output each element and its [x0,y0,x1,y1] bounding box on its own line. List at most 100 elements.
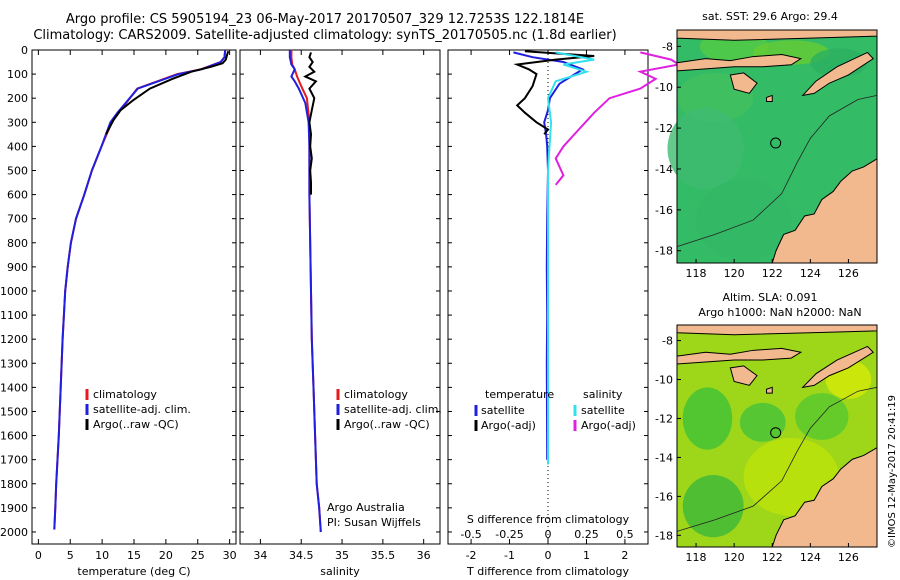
x-axis-label: salinity [320,565,360,578]
legend-header-t: temperature [485,388,554,401]
map-x-tick-label: 124 [800,267,821,280]
map-y-tick-label: -12 [655,412,673,425]
x-tick-label: -2 [466,549,477,562]
land-island [766,94,773,103]
map-y-tick-label: -10 [655,81,673,94]
panel-frame-temperature [31,49,237,545]
s-tick-label: 0.25 [574,528,599,541]
series-line-satellite [288,50,322,533]
map-sst_map [667,29,878,264]
y-tick-label: 1200 [0,333,28,346]
header-line-1: Argo profile: CS 5905194_23 06-May-2017 … [65,12,585,27]
x-tick-label: 15 [127,549,141,562]
y-tick-label: 400 [7,140,28,153]
x-tick-label: 34.5 [289,549,314,562]
field-patch [795,393,849,440]
x-tick-label: -1 [504,549,515,562]
x-tick-label: 2 [621,549,628,562]
x-tick-label: 0 [545,549,552,562]
y-tick-label: 700 [7,213,28,226]
field-patch [682,474,744,538]
map-y-tick-label: -10 [655,374,673,387]
map-y-tick-label: -16 [655,204,673,217]
legend-label: climatology [93,388,157,401]
x-tick-label: 30 [223,549,237,562]
map-x-tick-label: 120 [724,551,745,564]
legend-label: Argo(..raw -QC) [93,418,179,431]
x-tick-label: 5 [67,549,74,562]
y-tick-label: 1400 [0,381,28,394]
field-patch [667,107,744,190]
land-island [801,345,874,389]
map-frame [676,324,878,548]
x-tick-label: 34 [253,549,267,562]
annotation-text: Argo Australia [327,501,405,514]
legend-label: satellite-adj. clim. [93,403,191,416]
land-island [766,386,773,394]
land-australia [771,446,878,548]
map-x-tick-label: 122 [762,551,783,564]
land-island [801,51,874,97]
x-tick-label: 25 [191,549,205,562]
y-tick-label: 1000 [0,285,28,298]
y-tick-label: 600 [7,189,28,202]
map-frame [676,29,878,264]
argo-position-marker [770,427,782,439]
y-tick-label: 1900 [0,502,28,515]
x-tick-label: 35.5 [371,549,396,562]
map-x-tick-label: 126 [838,551,859,564]
land-island [729,72,758,94]
map-sla_map [676,324,878,548]
land-island [676,54,803,72]
bathymetry-contour [676,95,878,248]
y-tick-label: 0 [21,44,28,57]
land-island [676,347,803,365]
legend-label-t: Argo(-adj) [481,419,536,432]
map-x-tick-label: 118 [686,267,707,280]
map-subtitle: Argo h1000: NaN h2000: NaN [698,306,861,319]
s-tick-label: -0.25 [495,528,523,541]
map-y-tick-label: -12 [655,122,673,135]
map-y-tick-label: -16 [655,490,673,503]
bathymetry-contour [676,386,878,532]
x-tick-label: 0 [35,549,42,562]
s-tick-label: -0.5 [460,528,481,541]
y-tick-label: 1500 [0,405,28,418]
map-y-tick-label: -8 [662,335,673,348]
field-patch [696,179,792,261]
map-title: Altim. SLA: 0.091 [722,291,817,304]
panel-frame-salinity [239,49,441,545]
legend-label: satellite-adj. clim. [344,403,442,416]
map-y-tick-label: -18 [655,529,673,542]
y-tick-label: 800 [7,237,28,250]
s-tick-label: 0 [545,528,552,541]
x-tick-label: 36 [417,549,431,562]
map-y-tick-label: -18 [655,245,673,258]
legend-label: climatology [344,388,408,401]
x-axis-label-top: S difference from climatology [467,513,630,526]
annotation-text: PI: Susan Wijffels [327,516,421,529]
y-tick-label: 1600 [0,430,28,443]
y-tick-label: 1300 [0,357,28,370]
y-tick-label: 1700 [0,454,28,467]
series-line-argo [513,50,595,135]
map-x-tick-label: 122 [762,267,783,280]
x-tick-label: 20 [159,549,173,562]
series-line-argo [105,50,230,135]
field-patch [743,437,839,516]
series-line-argo [303,52,318,195]
map-x-tick-label: 126 [838,267,859,280]
y-tick-label: 300 [7,116,28,129]
field-patch [739,402,786,442]
y-tick-label: 1100 [0,309,28,322]
y-tick-label: 200 [7,92,28,105]
header-line-2: Climatology: CARS2009. Satellite-adjuste… [33,28,617,43]
legend-label-s: Argo(-adj) [581,419,636,432]
map-x-tick-label: 118 [686,551,707,564]
series-line-satellite_s [546,51,595,465]
y-tick-label: 1800 [0,478,28,491]
legend-label: Argo(..raw -QC) [344,418,430,431]
map-x-tick-label: 120 [724,267,745,280]
y-tick-label: 2000 [0,526,28,539]
